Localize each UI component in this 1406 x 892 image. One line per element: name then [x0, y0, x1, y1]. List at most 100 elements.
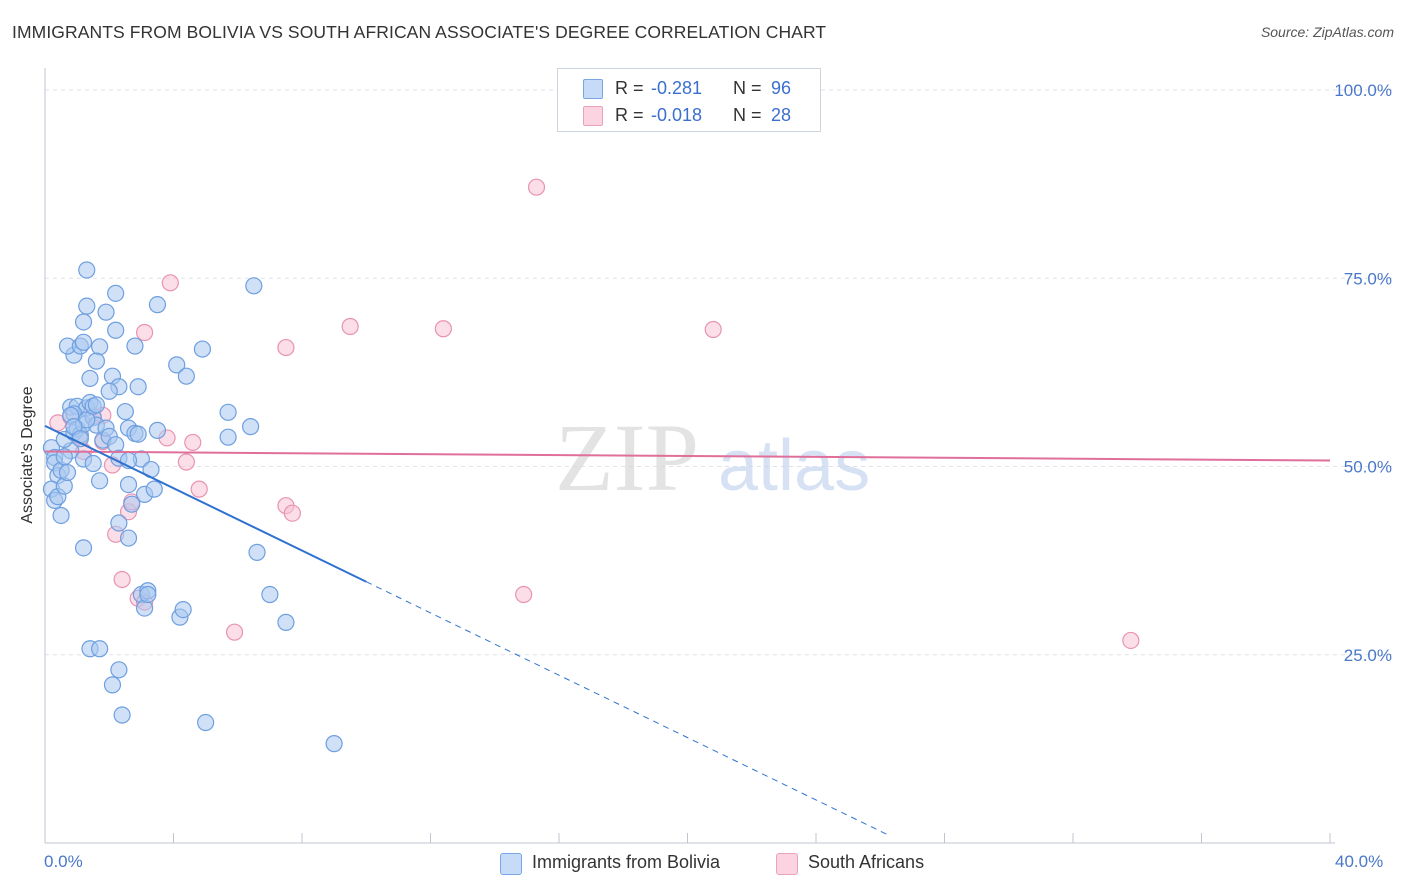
trend-south-africans: [44, 450, 1331, 462]
point-bolivia: [248, 543, 266, 561]
trend-bolivia: [44, 424, 367, 583]
point-bolivia: [325, 735, 343, 753]
y-tick-label: 25.0%: [1344, 646, 1392, 665]
legend-n-label: N =: [733, 78, 762, 98]
point-south-africans: [177, 453, 195, 471]
point-bolivia: [78, 261, 96, 279]
point-bolivia: [145, 480, 163, 498]
point-south-africans: [341, 317, 359, 336]
point-south-africans: [161, 274, 179, 292]
y-tick-label: 50.0%: [1344, 458, 1392, 477]
axes: [44, 68, 1335, 844]
gridlines: [45, 89, 1392, 656]
point-south-africans: [283, 504, 301, 522]
point-south-africans: [184, 433, 202, 452]
bottom-legend-swatch-blue: [500, 853, 522, 875]
point-bolivia: [219, 428, 237, 446]
point-bolivia: [52, 506, 70, 525]
point-bolivia: [81, 369, 99, 388]
point-bolivia: [245, 277, 263, 295]
legend-swatch-pink: [583, 106, 603, 126]
point-south-africans: [190, 480, 208, 498]
point-bolivia: [107, 321, 125, 339]
y-tick-label: 75.0%: [1344, 269, 1392, 288]
point-bolivia: [110, 514, 128, 532]
point-bolivia: [110, 661, 128, 679]
point-bolivia: [113, 706, 131, 724]
point-bolivia: [107, 284, 125, 302]
point-bolivia: [119, 476, 138, 494]
bottom-legend-swatch-pink: [776, 853, 798, 875]
point-south-africans: [515, 585, 533, 604]
watermark-atlas: atlas: [718, 426, 870, 506]
watermark-zip: ZIP: [555, 404, 699, 511]
point-bolivia: [74, 313, 93, 331]
point-bolivia: [129, 425, 147, 443]
point-bolivia: [261, 585, 279, 604]
point-bolivia: [193, 340, 212, 358]
point-bolivia: [87, 352, 106, 370]
legend-row-south-africans: R = -0.018 N = 28: [558, 101, 820, 128]
point-bolivia: [71, 430, 89, 448]
point-south-africans: [704, 320, 722, 339]
point-bolivia: [103, 676, 122, 694]
point-south-africans: [113, 570, 131, 589]
point-bolivia: [74, 539, 93, 557]
bolivia-points: [42, 261, 343, 753]
trend-lines: [44, 424, 1331, 837]
legend-row-bolivia: R = -0.281 N = 96: [558, 74, 820, 101]
y-tick-label: 100.0%: [1334, 81, 1392, 100]
point-bolivia: [97, 303, 115, 321]
point-bolivia: [148, 296, 167, 314]
point-bolivia: [139, 585, 157, 604]
point-bolivia: [100, 382, 118, 400]
point-bolivia: [197, 713, 215, 732]
point-bolivia: [123, 495, 141, 513]
legend-r-value: -0.018: [651, 105, 703, 125]
point-south-africans: [225, 623, 244, 641]
legend-n-value: 96: [771, 78, 792, 98]
point-bolivia: [277, 613, 295, 631]
legend-r-label: R =: [615, 105, 644, 125]
correlation-legend: R = -0.281 N = 96 R = -0.018 N = 28: [557, 68, 821, 132]
point-bolivia: [116, 402, 134, 421]
point-bolivia: [168, 356, 186, 374]
point-south-africans: [277, 338, 295, 357]
x-tick-label-min: 0.0%: [44, 852, 83, 871]
point-south-africans: [527, 178, 546, 196]
point-bolivia: [129, 378, 147, 396]
watermark: ZIP atlas: [555, 404, 870, 511]
legend-r-label: R =: [615, 78, 644, 98]
point-bolivia: [55, 448, 73, 466]
legend-n-label: N =: [733, 105, 762, 125]
legend-n-value: 28: [771, 105, 792, 125]
point-bolivia: [58, 463, 77, 482]
point-south-africans: [434, 320, 452, 338]
point-bolivia: [91, 640, 109, 658]
bottom-legend-bolivia: Immigrants from Bolivia: [532, 852, 721, 872]
legend-r-value: -0.281: [651, 78, 703, 98]
legend-swatch-blue: [583, 79, 603, 99]
point-bolivia: [219, 403, 237, 421]
point-south-africans: [1122, 631, 1140, 650]
point-bolivia: [91, 472, 109, 490]
point-bolivia: [119, 529, 138, 547]
x-tick-label-max: 40.0%: [1335, 852, 1384, 871]
point-bolivia: [174, 600, 192, 619]
point-bolivia: [126, 337, 144, 355]
point-bolivia: [74, 333, 93, 351]
source-label: Source: ZipAtlas.com: [1260, 24, 1394, 40]
point-bolivia: [78, 297, 96, 315]
point-bolivia: [148, 421, 167, 439]
point-bolivia: [177, 367, 195, 385]
y-tick-labels: 25.0% 50.0% 75.0% 100.0%: [1334, 81, 1392, 665]
point-bolivia: [242, 418, 260, 436]
chart-title: IMMIGRANTS FROM BOLIVIA VS SOUTH AFRICAN…: [12, 22, 827, 42]
point-bolivia: [84, 454, 102, 473]
trend-bolivia-extension: [366, 581, 891, 837]
point-bolivia: [91, 338, 109, 356]
point-bolivia: [87, 396, 106, 414]
bottom-legend-south-africans: South Africans: [808, 852, 925, 872]
point-south-africans: [135, 323, 154, 342]
